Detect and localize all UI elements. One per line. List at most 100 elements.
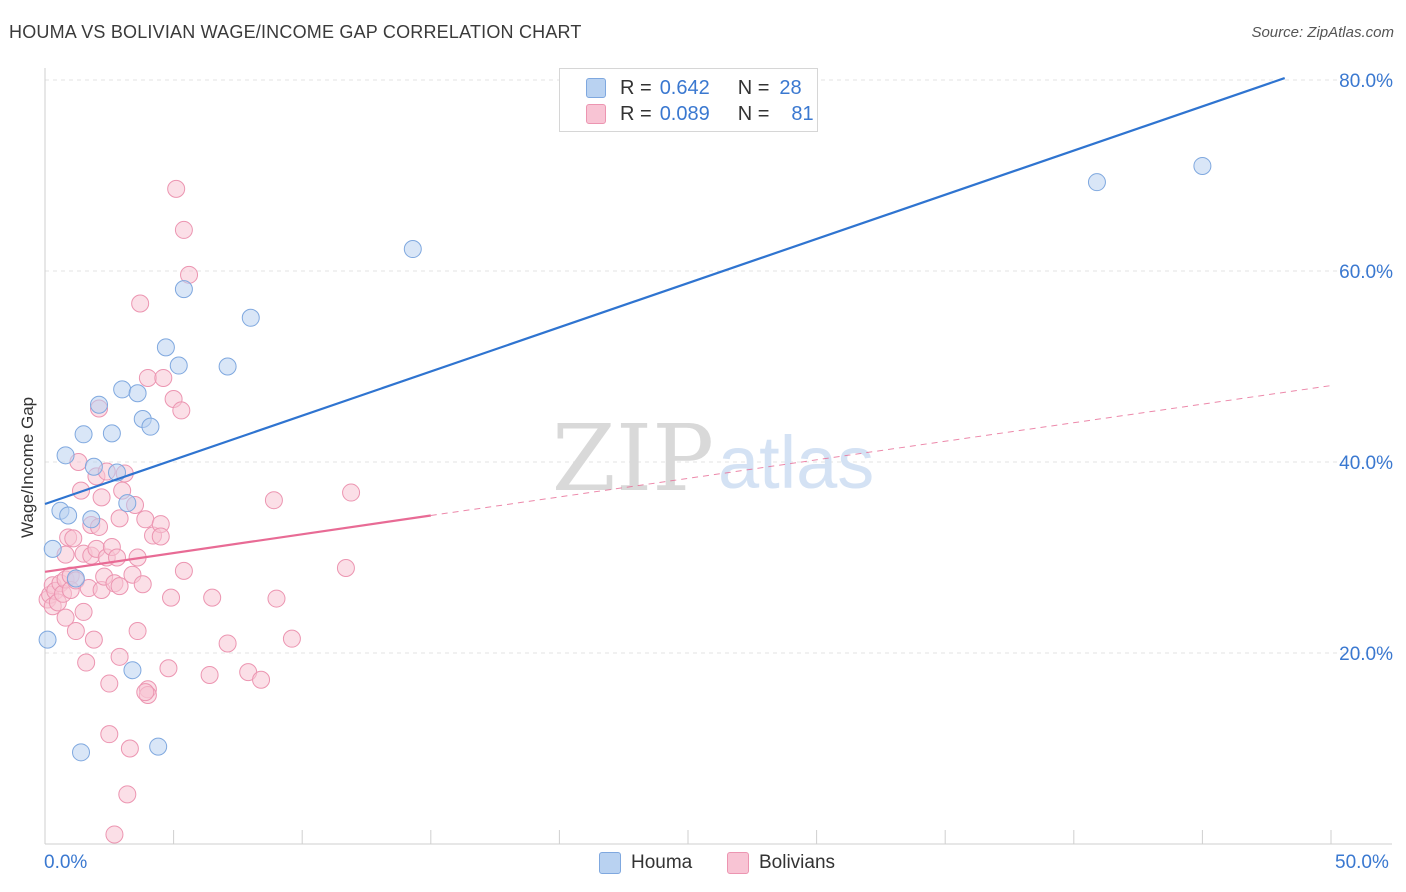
houma-swatch (586, 78, 606, 98)
bolivian-point-66 (174, 561, 193, 580)
houma-point-25 (403, 240, 422, 259)
bolivian-point-70 (218, 634, 237, 653)
bolivians-swatch (586, 104, 606, 124)
houma-point-24 (241, 308, 260, 327)
legend-bolivians-label: Bolivians (759, 852, 836, 873)
bolivian-point-50 (131, 294, 150, 313)
bolivian-point-60 (159, 659, 178, 678)
bolivian-point-73 (264, 491, 283, 510)
houma-r-value: 0.642 (659, 76, 710, 99)
bolivian-point-15 (66, 622, 85, 641)
y-tick-label-40: 40.0% (1339, 453, 1393, 474)
houma-point-22 (174, 280, 193, 299)
bolivian-point-61 (162, 588, 181, 607)
bolivian-point-14 (64, 529, 83, 548)
houma-point-11 (102, 424, 121, 443)
legend-bolivians: Bolivians (727, 852, 835, 874)
houma-point-6 (74, 425, 93, 444)
houma-point-13 (113, 380, 132, 399)
bolivian-point-76 (336, 559, 355, 578)
bolivian-point-41 (110, 647, 129, 666)
bolivian-point-78 (105, 825, 124, 844)
bolivians-trend-line (44, 514, 431, 573)
x-min-label: 0.0% (44, 852, 88, 873)
houma-point-9 (84, 457, 103, 476)
houma-point-10 (90, 395, 109, 414)
houma-points (38, 156, 1212, 762)
legend-bolivians-swatch (727, 852, 749, 874)
y-tick-labels: 20.0% 40.0% 60.0% 80.0% (1339, 71, 1393, 665)
chart-title: HOUMA VS BOLIVIAN WAGE/INCOME GAP CORREL… (9, 22, 582, 42)
houma-point-26 (1087, 173, 1106, 192)
houma-point-27 (1193, 156, 1212, 175)
bolivian-point-63 (167, 179, 186, 198)
bolivian-point-45 (120, 739, 139, 758)
axes (44, 68, 1392, 845)
houma-point-23 (218, 357, 237, 376)
houma-point-7 (72, 743, 91, 762)
legend-houma-swatch (599, 852, 621, 874)
houma-point-16 (128, 384, 147, 403)
watermark: ZIP atlas (552, 405, 874, 512)
houma-point-8 (82, 510, 101, 529)
bolivian-point-39 (110, 509, 129, 528)
y-tick-label-80: 80.0% (1339, 71, 1393, 92)
houma-point-5 (66, 569, 85, 588)
houma-point-14 (118, 494, 137, 513)
bolivian-point-44 (118, 785, 137, 804)
bolivian-point-51 (133, 575, 152, 594)
houma-trend-line (44, 77, 1286, 506)
bolivians-n-label: N = (737, 102, 770, 125)
bolivian-point-21 (77, 653, 96, 672)
bolivian-point-69 (203, 588, 222, 607)
bolivian-point-53 (138, 368, 157, 387)
bolivian-point-72 (252, 670, 271, 689)
bolivian-point-34 (100, 725, 119, 744)
houma-point-4 (59, 506, 78, 525)
bolivian-point-59 (154, 368, 173, 387)
bolivians-r-label: R = (620, 102, 652, 125)
legend-houma-label: Houma (631, 852, 693, 873)
houma-point-20 (156, 338, 175, 357)
bolivian-point-20 (74, 602, 93, 621)
bolivians-trend-extension (430, 385, 1332, 516)
bolivian-point-80 (92, 488, 111, 507)
houma-point-0 (38, 630, 57, 649)
bolivian-point-64 (172, 401, 191, 420)
bolivian-point-79 (136, 683, 155, 702)
bolivian-point-74 (267, 589, 286, 608)
y-tick-label-60: 60.0% (1339, 262, 1393, 283)
grid-lines (45, 79, 1392, 654)
bolivians-r-value: 0.089 (659, 102, 710, 125)
bolivian-point-77 (342, 483, 361, 502)
bolivian-point-68 (200, 665, 219, 684)
houma-point-15 (123, 661, 142, 680)
bolivian-point-38 (108, 548, 127, 567)
houma-point-18 (141, 417, 160, 436)
houma-point-21 (169, 356, 188, 375)
houma-r-label: R = (620, 76, 652, 99)
watermark-atlas: atlas (718, 421, 874, 504)
series-legend: Houma Bolivians (0, 852, 1406, 876)
bolivian-point-58 (151, 527, 170, 546)
legend-row-houma: R = 0.642 N = 28 (586, 76, 802, 100)
houma-point-19 (149, 737, 168, 756)
legend-houma: Houma (599, 852, 692, 874)
bolivian-point-48 (128, 622, 147, 641)
watermark-zip: ZIP (552, 405, 714, 512)
bolivian-point-65 (174, 220, 193, 239)
y-tick-label-20: 20.0% (1339, 644, 1393, 665)
legend-row-bolivians: R = 0.089 N = 81 (586, 102, 814, 126)
x-max-label: 50.0% (1335, 852, 1389, 873)
bolivians-n-value: 81 (791, 102, 814, 125)
trend-lines (44, 77, 1332, 573)
bolivian-point-10 (56, 608, 75, 627)
bolivian-point-52 (136, 510, 155, 529)
correlation-legend: R = 0.642 N = 28 R = 0.089 N = 81 (559, 68, 818, 132)
bolivian-point-35 (100, 674, 119, 693)
houma-n-value: 28 (779, 76, 802, 99)
bolivian-point-75 (282, 629, 301, 648)
chart-source: Source: ZipAtlas.com (1251, 24, 1394, 41)
houma-point-3 (56, 446, 75, 465)
